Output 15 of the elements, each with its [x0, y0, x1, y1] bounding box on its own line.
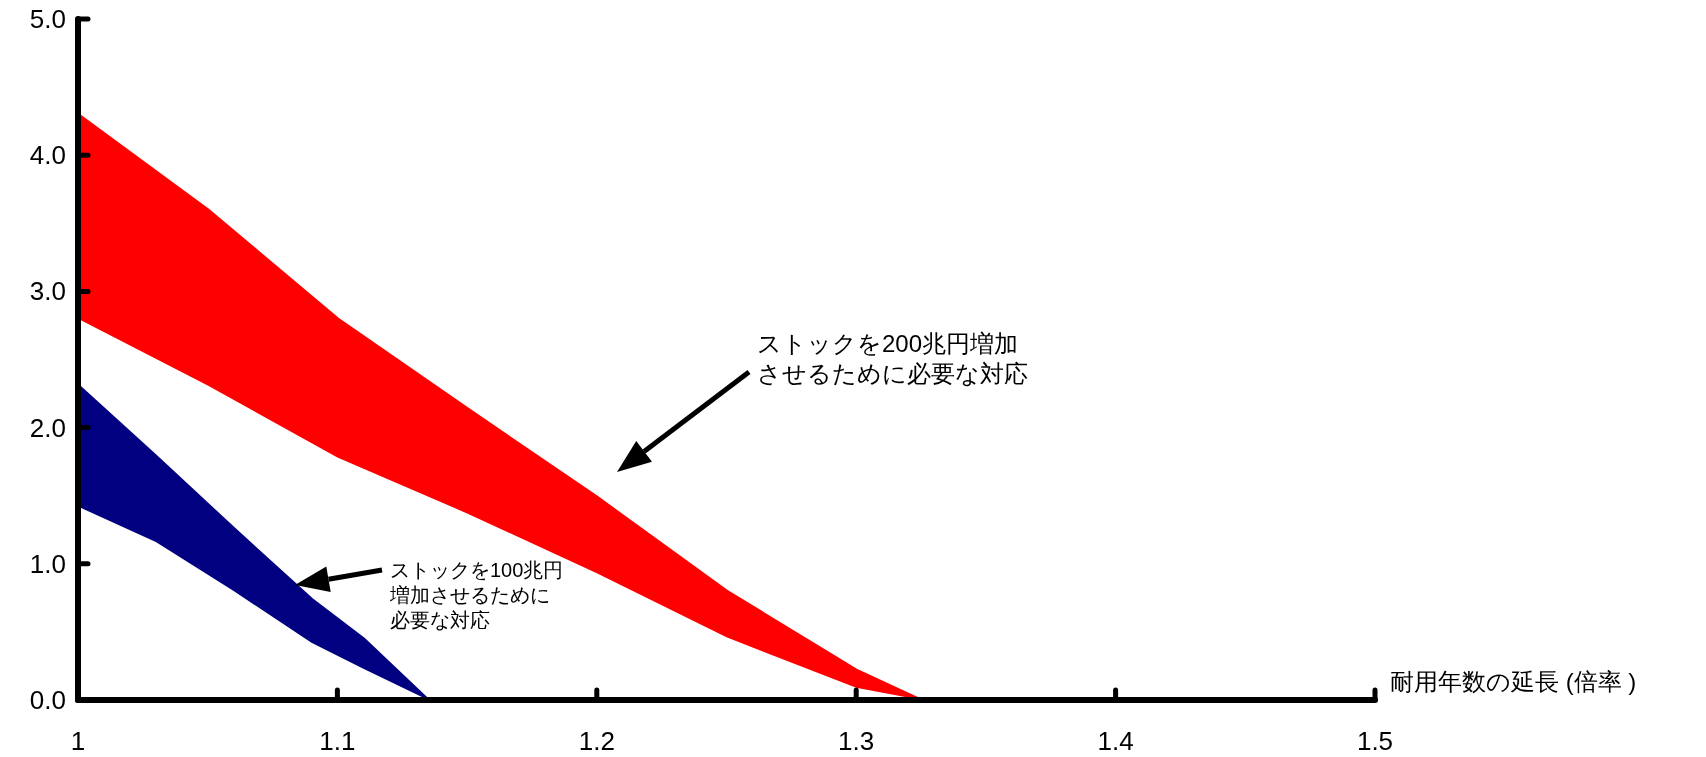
x-tick-label: 1 — [70, 726, 86, 756]
x-tick-label: 1.3 — [838, 726, 875, 756]
x-tick-label: 1.4 — [1097, 726, 1134, 756]
annotation: ストックを200兆円増加させるために必要な対応 — [757, 330, 1028, 388]
x-axis-title: 耐用年数の延長 (倍率 ) — [1390, 668, 1637, 695]
x-tick-label: 1.1 — [319, 726, 356, 756]
y-tick-label: 1.0 — [29, 548, 66, 579]
y-tick-label: 0.0 — [29, 685, 66, 715]
x-tick-label: 1.2 — [578, 726, 615, 756]
y-tick-label: 5.0 — [29, 4, 66, 34]
y-tick-label: 4.0 — [29, 140, 66, 171]
x-tick-label: 1.5 — [1356, 726, 1394, 756]
annotation: ストックを100兆円増加させるために必要な対応 — [389, 559, 564, 631]
y-tick-label: 3.0 — [29, 276, 66, 307]
y-tick-label: 2.0 — [29, 412, 66, 443]
